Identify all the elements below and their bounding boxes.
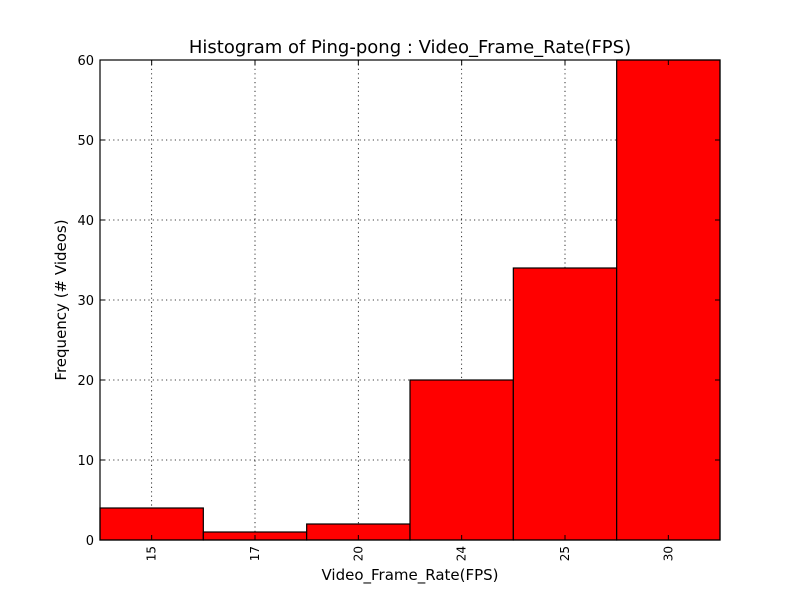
x-tick-label: 30 <box>661 546 675 561</box>
x-tick-label: 20 <box>351 546 365 561</box>
y-axis-label: Frequency (# Videos) <box>52 219 70 380</box>
y-tick-label: 10 <box>77 454 94 469</box>
x-axis-label: Video_Frame_Rate(FPS) <box>321 566 498 585</box>
y-tick-label: 20 <box>77 374 94 389</box>
chart-title: Histogram of Ping-pong : Video_Frame_Rat… <box>189 37 631 58</box>
x-tick-label: 25 <box>558 546 572 561</box>
tick-layer: 0 10 20 30 40 50 60 15 17 20 24 25 30 <box>77 54 720 561</box>
bar-30 <box>616 59 721 541</box>
x-tick-label: 17 <box>248 546 262 561</box>
x-tick-label: 24 <box>455 546 469 561</box>
y-tick-label: 40 <box>77 214 94 229</box>
y-tick-label: 60 <box>77 54 94 69</box>
plot-frame <box>99 59 721 541</box>
y-tick-label: 30 <box>77 294 94 309</box>
x-tick-label: 15 <box>145 546 159 561</box>
bar-24 <box>409 379 514 541</box>
bar-25 <box>512 267 618 541</box>
y-tick-label: 50 <box>77 134 94 149</box>
bar-layer <box>99 59 721 541</box>
y-tick-label: 0 <box>86 534 94 549</box>
